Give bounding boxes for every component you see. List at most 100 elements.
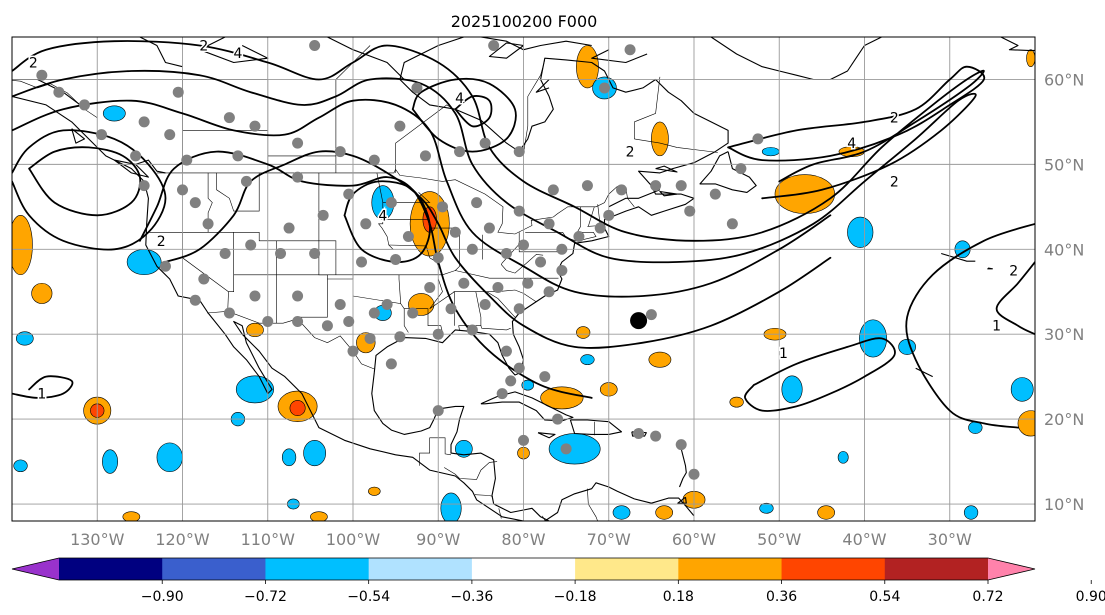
coastline <box>113 159 149 178</box>
political-border <box>444 461 498 480</box>
longitude-tick-label: 130°W <box>70 530 125 549</box>
political-border <box>404 308 443 333</box>
station-marker <box>483 222 495 234</box>
colorbar-swatch <box>368 558 473 580</box>
latitude-tick-label: 40°N <box>1044 240 1084 259</box>
political-border <box>577 232 597 242</box>
shaded-anomaly-area <box>729 396 744 408</box>
contour-line <box>12 375 74 399</box>
shaded-anomaly-area <box>246 322 264 338</box>
station-marker <box>543 286 555 298</box>
station-marker <box>624 44 636 56</box>
station-marker <box>492 281 504 293</box>
station-marker <box>130 150 142 162</box>
station-marker <box>581 180 593 192</box>
station-marker <box>309 39 321 51</box>
political-border <box>480 325 511 331</box>
shaded-anomaly-area <box>1026 49 1035 68</box>
shaded-anomaly-area <box>235 375 275 404</box>
station-marker <box>360 218 372 230</box>
station-marker <box>594 222 606 234</box>
shaded-anomaly-area <box>102 105 126 122</box>
station-marker <box>292 315 304 327</box>
coastline <box>71 128 86 144</box>
shaded-anomaly-area <box>759 502 774 514</box>
colorbar-tick-label: 0.54 <box>869 589 900 605</box>
contour-line <box>744 337 896 412</box>
station-marker <box>240 175 252 187</box>
station-marker <box>283 222 295 234</box>
shaded-anomaly-area <box>281 448 297 467</box>
contour-label: 2 <box>890 111 899 127</box>
station-marker <box>726 218 738 230</box>
coastline <box>537 432 556 439</box>
station-marker <box>688 468 700 480</box>
station-marker <box>552 413 564 425</box>
station-marker <box>347 345 359 357</box>
colorbar-swatch <box>678 558 783 580</box>
latitude-tick-label: 20°N <box>1044 410 1084 429</box>
coastline <box>659 190 678 197</box>
coastline <box>699 151 757 193</box>
coastline <box>199 37 269 64</box>
political-border <box>634 76 718 153</box>
station-marker <box>424 281 436 293</box>
station-marker <box>513 303 525 315</box>
station-marker <box>432 328 444 340</box>
coastline <box>135 159 166 174</box>
station-marker <box>598 82 610 94</box>
coastline <box>569 419 623 435</box>
station-marker <box>292 290 304 302</box>
coastline <box>678 448 687 488</box>
coastline <box>608 189 661 208</box>
station-marker <box>513 146 525 158</box>
shaded-anomaly-area <box>576 326 591 339</box>
contour-label: 2 <box>1009 264 1018 280</box>
contour-layer <box>12 40 1035 429</box>
station-marker <box>356 256 368 268</box>
station-marker <box>381 298 393 310</box>
station-marker <box>343 315 355 327</box>
political-border <box>216 172 260 212</box>
station-marker <box>466 243 478 255</box>
station-marker <box>309 248 321 260</box>
contour-label: 4 <box>378 208 387 224</box>
colorbar-tick-label: −0.36 <box>450 589 493 605</box>
station-marker <box>466 324 478 336</box>
coastline <box>987 267 993 270</box>
political-border <box>453 291 482 331</box>
coastline <box>12 95 524 521</box>
station-marker <box>172 86 184 98</box>
station-marker <box>368 154 380 166</box>
coastline <box>655 165 678 173</box>
shaded-anomaly-area <box>521 379 535 391</box>
shaded-anomaly-area <box>580 354 595 366</box>
station-marker <box>616 184 628 196</box>
station-marker <box>500 345 512 357</box>
political-border <box>382 192 431 203</box>
coastline <box>544 482 695 521</box>
station-marker <box>189 197 201 209</box>
shaded-anomaly-area <box>310 511 328 521</box>
political-border <box>429 278 455 326</box>
station-marker <box>488 39 500 51</box>
latitude-tick-label: 30°N <box>1044 325 1084 344</box>
contour-line <box>411 77 517 153</box>
shaded-anomaly-area <box>455 440 473 458</box>
contour-line <box>343 180 431 263</box>
colorbar-swatch <box>781 558 886 580</box>
contour-label: 2 <box>626 145 635 161</box>
station-marker <box>505 375 517 387</box>
station-marker <box>159 260 171 272</box>
station-marker <box>449 226 461 238</box>
coastline <box>1000 37 1035 52</box>
station-marker <box>292 137 304 149</box>
shaded-anomaly-area <box>368 486 381 496</box>
shaded-anomaly-area <box>289 400 306 417</box>
station-marker <box>232 150 244 162</box>
colorbar-tick-label: −0.90 <box>141 589 184 605</box>
station-marker <box>675 180 687 192</box>
station-marker <box>479 298 491 310</box>
station-marker <box>645 309 657 321</box>
station-marker <box>343 188 355 200</box>
